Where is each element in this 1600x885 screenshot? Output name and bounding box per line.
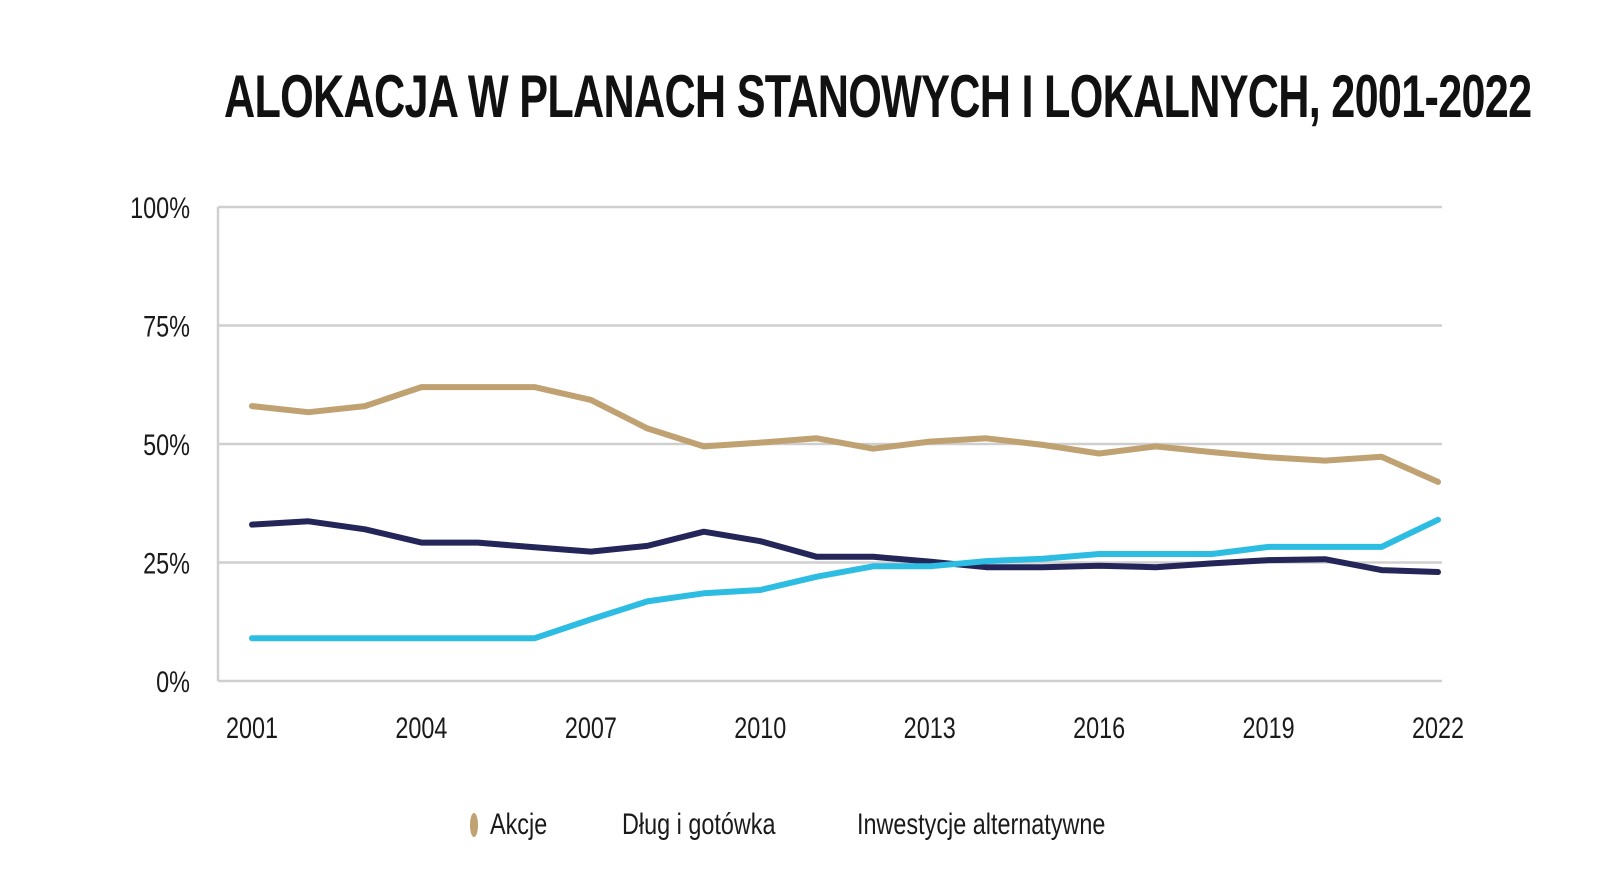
y-tick-label: 100% bbox=[130, 191, 190, 224]
legend-item: Akcje bbox=[470, 808, 563, 842]
legend-label: Inwestycje alternatywne bbox=[857, 808, 1106, 841]
x-tick-label: 2001 bbox=[226, 711, 278, 744]
y-tick-label: 75% bbox=[143, 310, 190, 343]
x-tick-label: 2004 bbox=[395, 711, 447, 744]
legend: Akcje Dług i gotówka Inwestycje alternatyw… bbox=[0, 808, 1600, 842]
legend-item: Dług i gotówka bbox=[610, 808, 799, 842]
chart-title: ALOKACJA W PLANACH STANOWYCH I LOKALNYCH… bbox=[224, 63, 1532, 130]
series-line-3 bbox=[249, 516, 1441, 642]
x-tick-label: 2019 bbox=[1243, 711, 1295, 744]
y-tick-label: 50% bbox=[143, 428, 190, 461]
x-tick-label: 2010 bbox=[734, 711, 786, 744]
x-tick-label: 2013 bbox=[904, 711, 956, 744]
legend-swatch bbox=[470, 813, 479, 837]
x-tick-label: 2022 bbox=[1412, 711, 1464, 744]
legend-label: Dług i gotówka bbox=[621, 808, 776, 841]
axis-layer: 0% 25% 50% 75% 100% 2001 2004 2007 2010 2013 2016 2… bbox=[130, 191, 1464, 744]
legend-label: Akcje bbox=[490, 808, 548, 841]
series-line-1 bbox=[249, 384, 1441, 485]
y-tick-label: 0% bbox=[156, 665, 190, 698]
y-tick-label: 25% bbox=[143, 547, 190, 580]
x-tick-label: 2016 bbox=[1073, 711, 1125, 744]
series-layer bbox=[249, 384, 1441, 642]
grid-layer bbox=[218, 205, 1442, 683]
series-line-2 bbox=[249, 518, 1441, 575]
legend-item: Inwestycje alternatywne bbox=[845, 808, 1129, 842]
x-tick-label: 2007 bbox=[565, 711, 617, 744]
